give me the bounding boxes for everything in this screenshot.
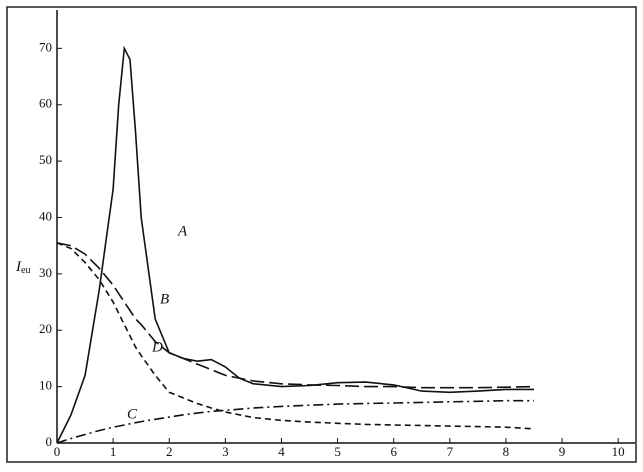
y-axis-label: Ieu: [15, 259, 30, 276]
y-tick-label: 0: [46, 434, 53, 449]
curve-label: C: [127, 406, 138, 422]
curve-label: D: [151, 339, 163, 355]
y-axis-label-main: I: [15, 259, 22, 275]
x-tick-label: 1: [110, 444, 117, 459]
x-tick-label: 3: [222, 444, 229, 459]
x-tick-label: 4: [278, 444, 285, 459]
y-tick-label: 20: [39, 321, 52, 336]
y-tick-label: 10: [39, 378, 52, 393]
series-line: [56, 242, 535, 430]
y-axis-label-sub: eu: [21, 265, 30, 276]
y-tick-label: 60: [39, 96, 52, 111]
x-tick-label: 9: [559, 444, 566, 459]
y-tick-label: 40: [39, 208, 52, 223]
x-tick-label: 10: [612, 444, 625, 459]
y-tick-label: 30: [39, 265, 52, 280]
x-tick-label: 6: [390, 444, 397, 459]
x-tick-label: 8: [503, 444, 510, 459]
x-tick-label: 5: [334, 444, 341, 459]
series-line: [56, 45, 534, 444]
curve-label: B: [160, 291, 169, 307]
x-tick-label: 7: [447, 444, 454, 459]
x-tick-label: 0: [54, 444, 61, 459]
x-tick-label: 2: [166, 444, 173, 459]
series-line: [56, 399, 534, 444]
figure-border: [6, 6, 637, 463]
curve-label: A: [177, 223, 188, 239]
series-line: [56, 242, 535, 389]
y-tick-label: 70: [39, 39, 52, 54]
y-tick-label: 50: [39, 152, 52, 167]
